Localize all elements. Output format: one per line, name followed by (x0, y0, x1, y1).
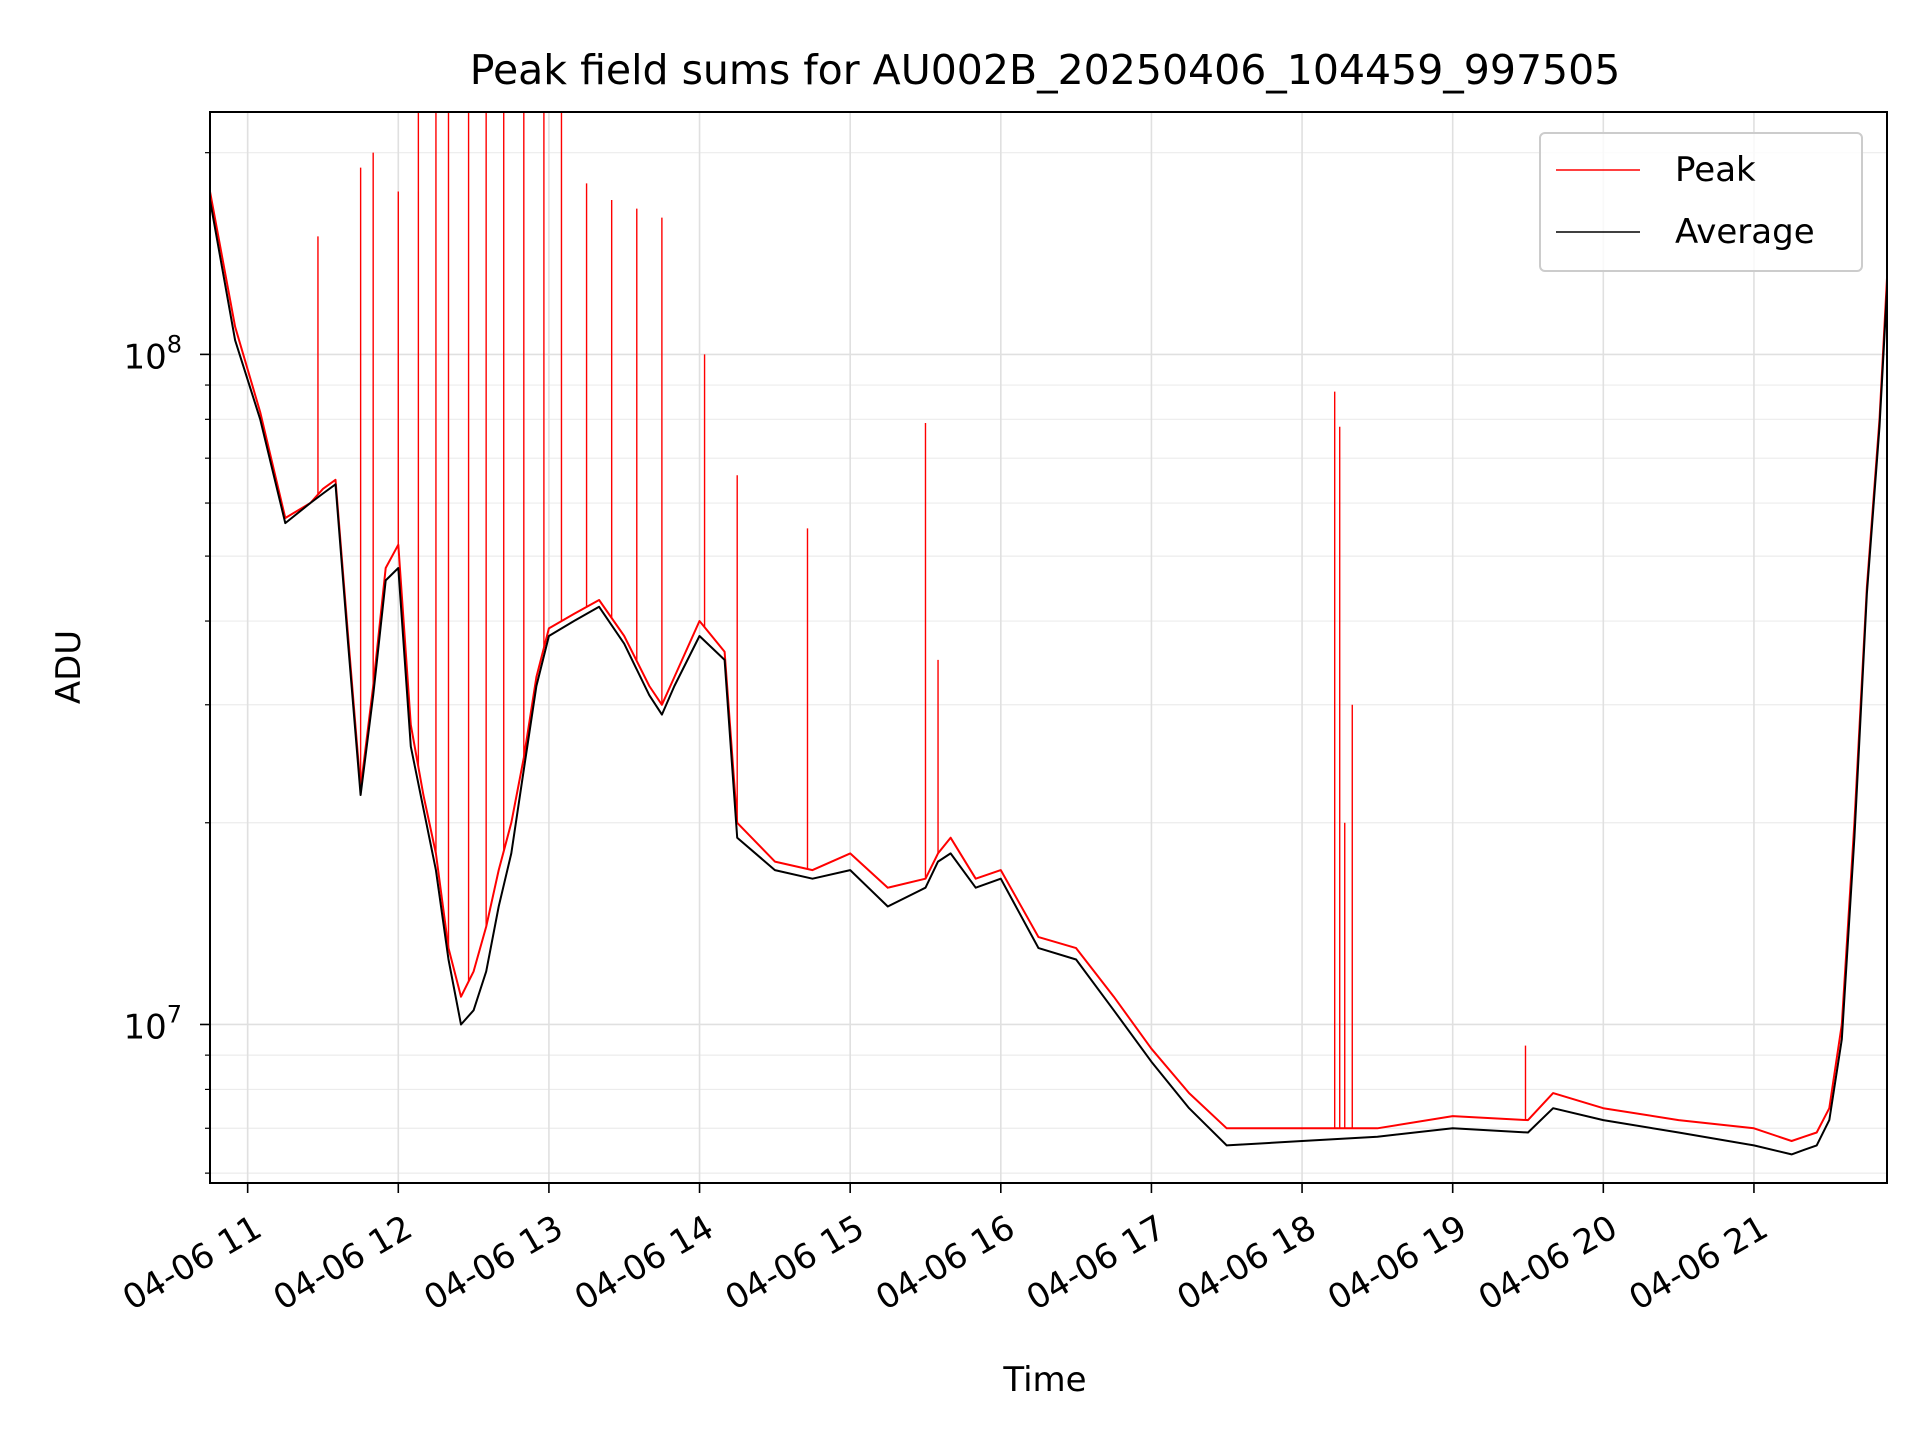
plot-frame (209, 111, 1888, 1184)
x-axis-label: Time (1002, 1360, 1086, 1400)
peak-series-line (210, 191, 1887, 1142)
legend: Peak Average (1539, 132, 1863, 272)
legend-box (1539, 132, 1863, 272)
legend-peak-label: Peak (1675, 150, 1756, 190)
chart-title: Peak field sums for AU002B_20250406_1044… (470, 46, 1621, 94)
average-series-layer (210, 199, 1887, 1156)
y-tick-label: 108 (123, 330, 182, 377)
y-tick-label: 107 (123, 1000, 182, 1047)
y-axis-label: ADU (49, 630, 89, 704)
legend-average-label: Average (1675, 212, 1815, 252)
peak-series-layer (210, 112, 1887, 1142)
grid (210, 112, 1887, 1183)
average-series-line (210, 199, 1887, 1156)
